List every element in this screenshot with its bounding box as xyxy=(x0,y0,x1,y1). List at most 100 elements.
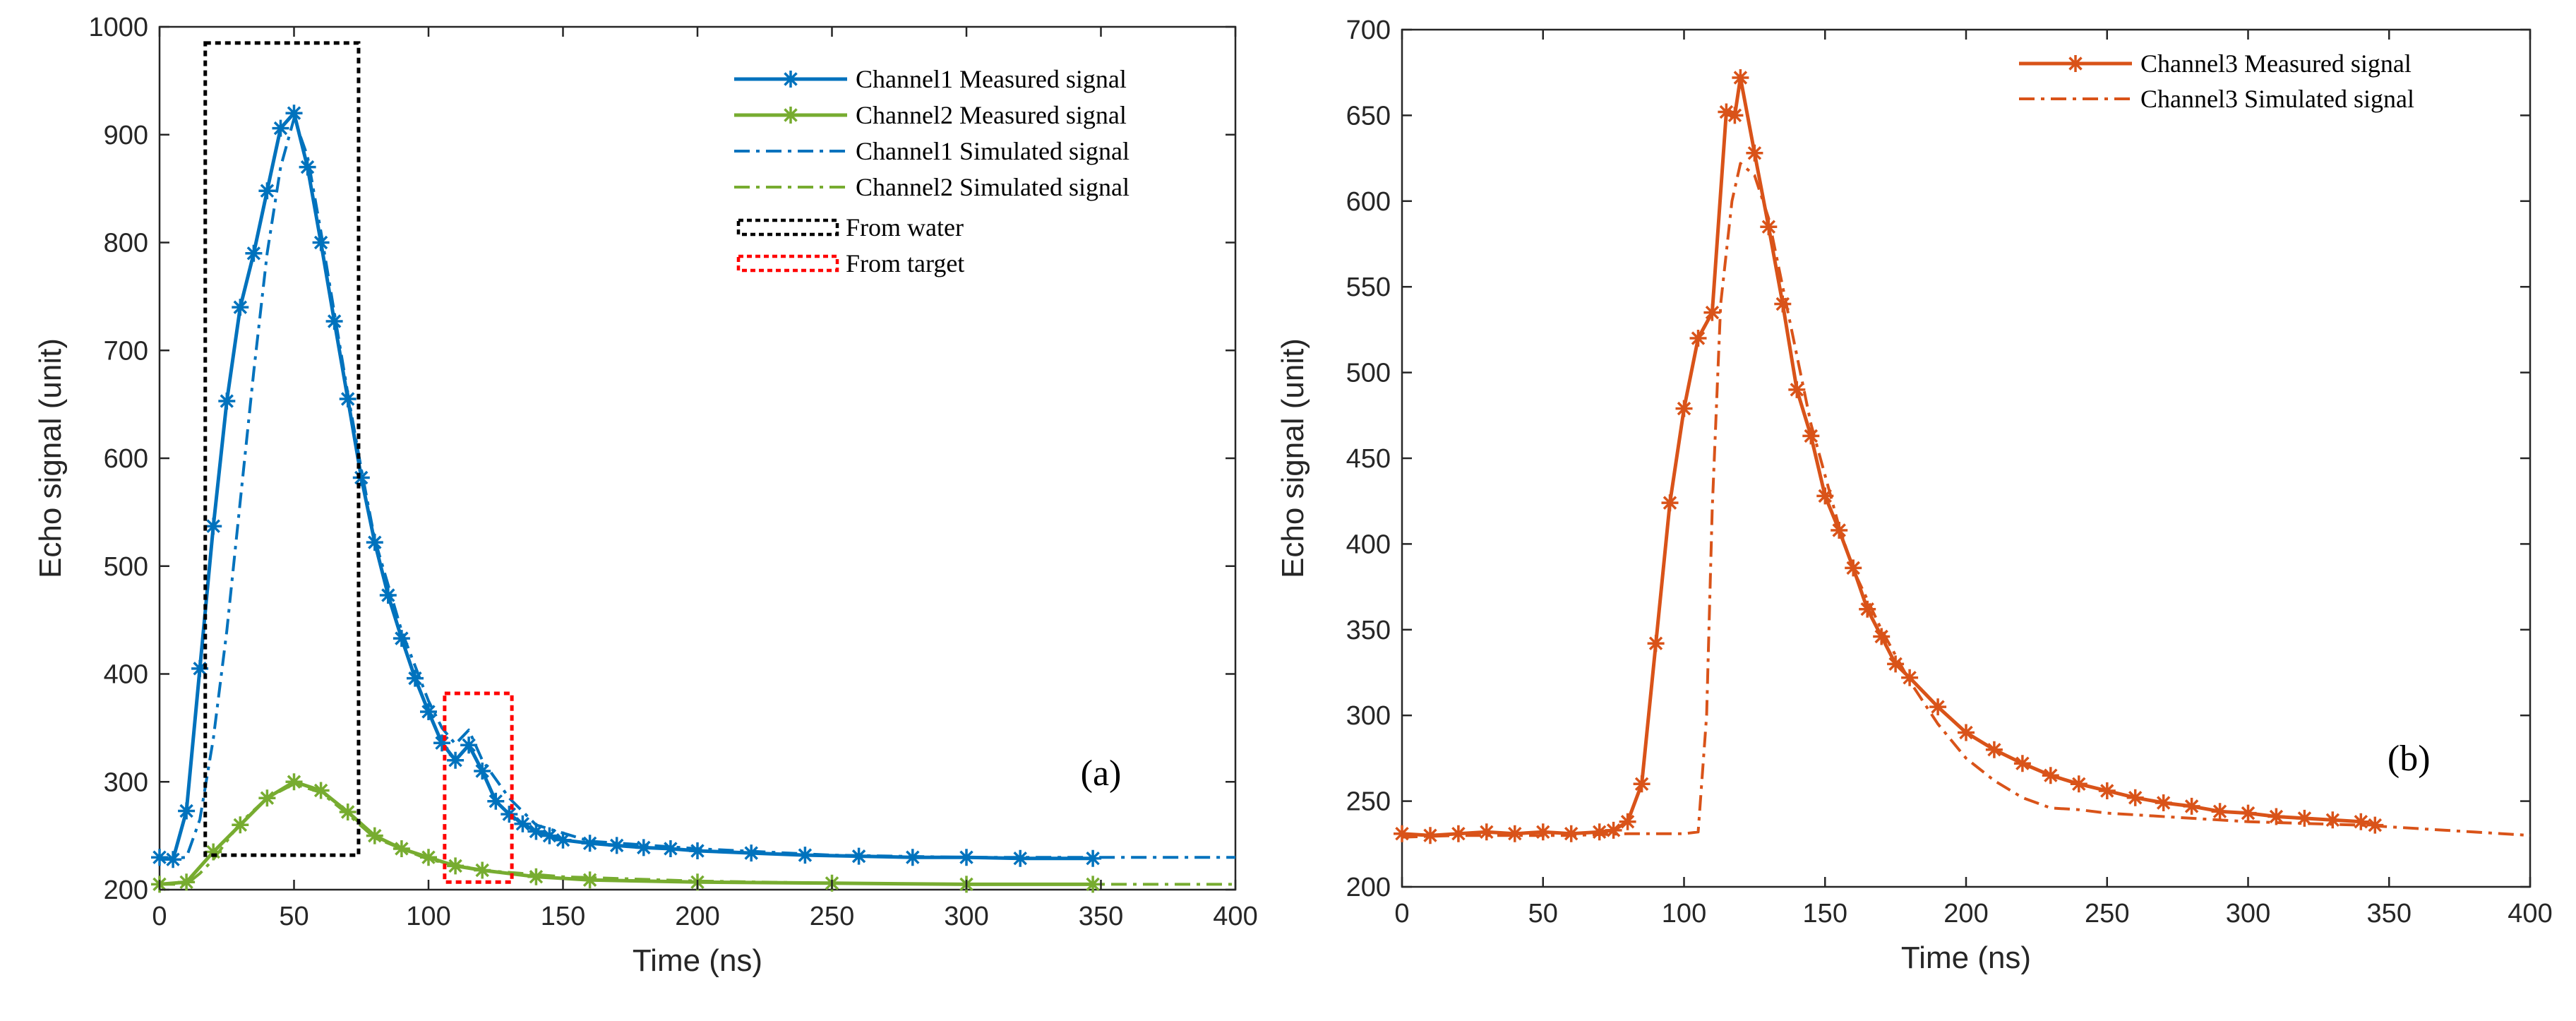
y-tick-label: 450 xyxy=(1346,444,1391,474)
series-0-0-point xyxy=(581,835,599,852)
y-tick-label: 900 xyxy=(104,121,148,150)
annotation-box-0 xyxy=(203,41,361,857)
series-0-0-point xyxy=(541,827,558,844)
series-0-0-point xyxy=(312,234,330,251)
series-1-0-point xyxy=(1506,825,1523,842)
series-1-0-point xyxy=(1478,823,1495,841)
series-1-0-point xyxy=(1718,103,1735,121)
legend-box-swatch xyxy=(736,218,839,237)
series-1-0-point xyxy=(1661,494,1679,512)
y-tick-label: 700 xyxy=(1346,16,1391,45)
series-1-0-point xyxy=(1675,400,1693,417)
legend-a: Channel1 Measured signal Channel2 Measure… xyxy=(734,65,1130,277)
panel-label-b: (b) xyxy=(2388,739,2431,779)
series-0-0-point xyxy=(1012,849,1029,867)
series-0-0-point xyxy=(232,299,249,316)
y-tick-label: 500 xyxy=(104,552,148,582)
series-0-0-point xyxy=(689,842,706,859)
series-1-0-point xyxy=(2126,789,2144,806)
series-1-0-point xyxy=(1746,144,1763,162)
series-1-0-point xyxy=(2352,813,2370,830)
series-0-0-point xyxy=(205,518,222,535)
y-tick-label: 300 xyxy=(104,768,148,797)
x-tick-label: 50 xyxy=(1528,899,1558,929)
x-tick-label: 250 xyxy=(2085,899,2129,929)
series-0-1-point xyxy=(339,804,357,820)
series-0-0-point xyxy=(299,158,316,176)
series-1-0-point xyxy=(1422,827,1439,844)
x-tick-label: 150 xyxy=(541,902,585,931)
series-0-0-point xyxy=(218,393,236,410)
series-0-0-point xyxy=(501,806,518,823)
series-0-0-point xyxy=(258,182,276,200)
series-1-0-point xyxy=(1901,669,1919,686)
legend-entry-label: From target xyxy=(846,249,964,277)
series-0-0-point xyxy=(407,669,424,687)
legend-entry-label: Channel2 Measured signal xyxy=(856,101,1127,129)
x-tick-label: 350 xyxy=(2367,899,2412,929)
series-0-0-point xyxy=(743,844,760,862)
x-tick-label: 0 xyxy=(152,902,167,931)
legend-marker xyxy=(782,107,799,124)
y-tick-label: 800 xyxy=(104,229,148,258)
series-0-0-point xyxy=(285,105,303,122)
series-1-0-point xyxy=(1689,330,1707,347)
series-1-0-point xyxy=(1647,635,1665,652)
series-1-0-point xyxy=(1562,825,1580,842)
series-1-0-point xyxy=(1958,724,1975,741)
y-tick-label: 400 xyxy=(1346,530,1391,559)
series-0-0-point xyxy=(366,534,383,551)
y-tick-label: 300 xyxy=(1346,701,1391,731)
series-line-0-2 xyxy=(159,117,1235,861)
series-0-1-point xyxy=(366,827,383,844)
y-tick-label: 500 xyxy=(1346,359,1391,388)
series-1-0-point xyxy=(1873,628,1891,645)
series-1-0-point xyxy=(1929,698,1947,716)
series-0-0-point xyxy=(379,587,397,604)
series-0-0-point xyxy=(325,313,343,330)
series-1-0-point xyxy=(1449,825,1467,842)
y-tick-label: 250 xyxy=(1346,787,1391,817)
y-tick-label: 600 xyxy=(104,444,148,474)
series-0-0-point xyxy=(514,815,532,832)
x-tick-label: 300 xyxy=(944,902,988,931)
series-1-0-point xyxy=(1802,427,1820,445)
series-1-0-point xyxy=(1726,107,1744,124)
x-tick-label: 50 xyxy=(279,902,308,931)
legend-entry-label: Channel2 Simulated signal xyxy=(856,173,1130,201)
series-0-0-point xyxy=(272,119,289,137)
chart-panel-b: 0 50 100 150 200 250 300 350 400 200 250 300 350 400 4… xyxy=(1276,16,2553,975)
series-0-0-point xyxy=(178,802,196,820)
x-axis-label-b: Time (ns) xyxy=(1901,941,2031,975)
series-1-0-point xyxy=(1534,823,1552,841)
series-0-0-point xyxy=(420,703,437,720)
series-0-0-point xyxy=(393,630,410,647)
series-1-0-point xyxy=(2324,811,2342,829)
y-axis-label-b: Echo signal (unit) xyxy=(1276,338,1310,578)
x-tick-label: 250 xyxy=(810,902,854,931)
legend-entry-label: Channel3 Simulated signal xyxy=(2140,85,2414,113)
x-tick-label: 0 xyxy=(1394,899,1409,929)
y-tick-label: 600 xyxy=(1346,187,1391,217)
legend-entry-label: Channel3 Measured signal xyxy=(2140,49,2412,78)
series-1-0-point xyxy=(2070,775,2087,793)
series-0-1-point xyxy=(285,773,303,791)
series-1-0-point xyxy=(1859,600,1876,618)
series-0-0-point xyxy=(460,736,478,754)
y-axis-label-a: Echo signal (unit) xyxy=(33,338,68,578)
series-1-0-point xyxy=(2155,794,2172,811)
series-1-0-point xyxy=(2098,782,2116,799)
series-1-0-point xyxy=(1774,295,1792,313)
x-tick-label: 150 xyxy=(1803,899,1847,929)
x-tick-label: 200 xyxy=(1943,899,1988,929)
series-1-0-point xyxy=(1590,823,1608,841)
plot-area-b xyxy=(1401,28,2532,888)
series-0-1-point xyxy=(178,873,196,891)
series-1-0-point xyxy=(1831,522,1848,539)
series-1-0-point xyxy=(1788,381,1806,398)
series-1-0-point xyxy=(2183,797,2200,815)
y-tick-label: 550 xyxy=(1346,273,1391,302)
x-tick-label: 400 xyxy=(1213,902,1257,931)
series-1-0-point xyxy=(1619,813,1636,830)
y-tick-label: 700 xyxy=(104,336,148,366)
